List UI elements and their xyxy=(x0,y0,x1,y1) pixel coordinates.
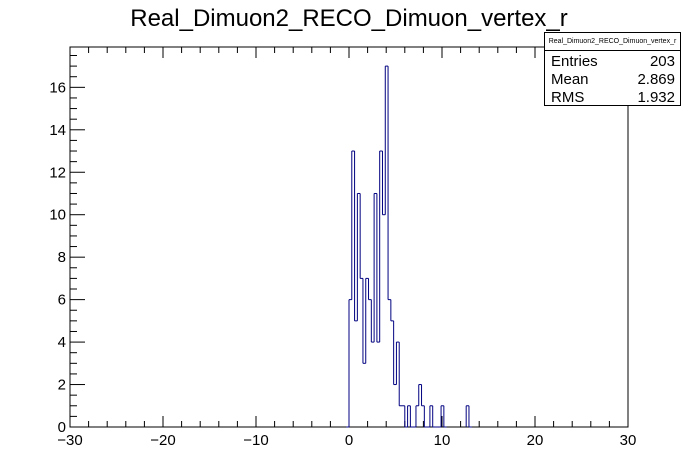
y-tick-label: 6 xyxy=(58,292,66,309)
x-tick-label: −10 xyxy=(243,432,268,449)
plot-area: −30 −20 −10 0 10 20 30 0 2 4 6 8 10 12 14 16 xyxy=(49,46,637,449)
stats-title: Real_Dimuon2_RECO_Dimuon_vertex_r xyxy=(545,33,680,51)
y-tick-label: 8 xyxy=(58,249,66,266)
y-tick-label: 10 xyxy=(49,207,66,224)
stats-value: 2.869 xyxy=(637,71,675,88)
stats-key: RMS xyxy=(551,89,585,106)
y-tick-label: 0 xyxy=(58,419,66,436)
y-tick-label: 2 xyxy=(58,377,66,394)
x-tick-label: 10 xyxy=(434,432,451,449)
stats-row-entries: Entries 203 xyxy=(551,52,675,71)
y-tick-label: 12 xyxy=(49,164,66,181)
stats-box: Real_Dimuon2_RECO_Dimuon_vertex_r Entrie… xyxy=(544,32,681,106)
x-tick-label: 20 xyxy=(527,432,544,449)
stats-row-mean: Mean 2.869 xyxy=(551,70,675,89)
x-tick-label: 30 xyxy=(620,432,637,449)
y-tick-label: 16 xyxy=(49,79,66,96)
stats-value: 203 xyxy=(649,53,675,70)
stats-value: 1.932 xyxy=(637,89,675,106)
stats-row-rms: RMS 1.932 xyxy=(551,88,675,107)
x-tick-label: 0 xyxy=(345,432,353,449)
x-tick-label: −20 xyxy=(150,432,175,449)
chart-title: Real_Dimuon2_RECO_Dimuon_vertex_r xyxy=(130,5,568,32)
y-tick-label: 14 xyxy=(49,122,66,139)
stats-key: Mean xyxy=(551,71,589,88)
stats-key: Entries xyxy=(551,53,598,70)
x-tick-label: −30 xyxy=(57,432,82,449)
y-tick-label: 4 xyxy=(58,334,66,351)
